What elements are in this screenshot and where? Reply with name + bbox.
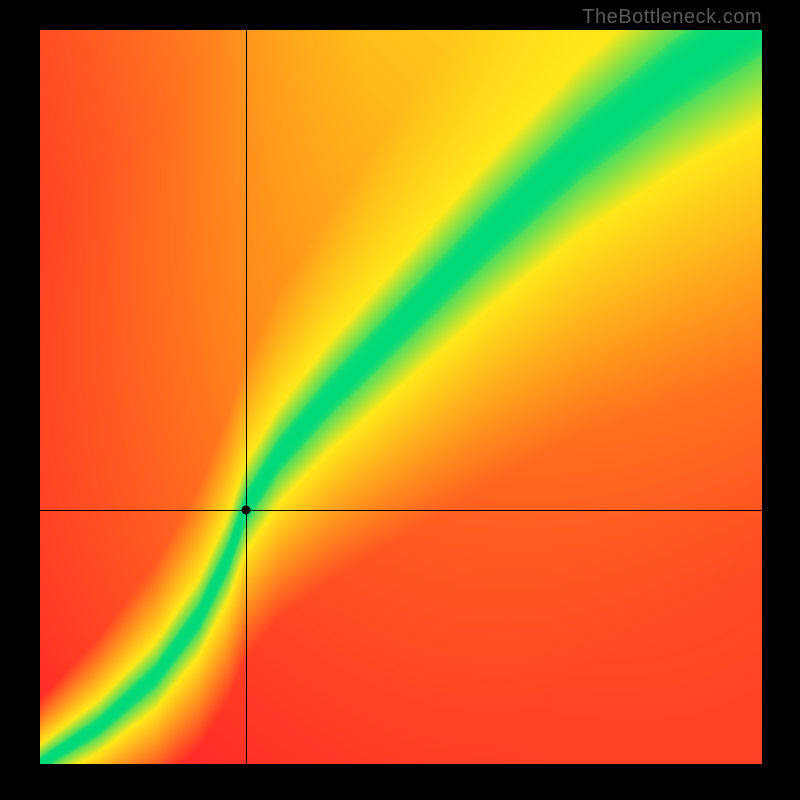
selection-marker bbox=[242, 506, 251, 515]
heatmap-plot bbox=[40, 30, 762, 764]
watermark-text: TheBottleneck.com bbox=[582, 6, 762, 29]
crosshair-vertical bbox=[246, 30, 247, 764]
heatmap-canvas bbox=[40, 30, 762, 764]
crosshair-horizontal bbox=[40, 510, 762, 511]
